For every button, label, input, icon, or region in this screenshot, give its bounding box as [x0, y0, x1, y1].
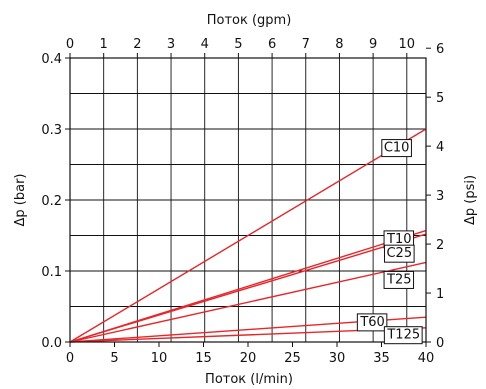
x-top-tick-label-3: 3 [167, 37, 175, 52]
x-top-tick-label-0: 0 [66, 37, 74, 52]
series-label-text-c25: C25 [386, 246, 412, 261]
series-label-text-t60: T60 [359, 315, 384, 330]
x-top-tick-label-10: 10 [399, 37, 416, 52]
x-axis-top-title: Поток (gpm) [207, 13, 292, 28]
series-label-text-t125: T125 [386, 328, 420, 343]
x-top-tick-label-8: 8 [335, 37, 343, 52]
y-right-tick-label-5: 5 [436, 91, 444, 106]
series-line-t25 [69, 261, 427, 343]
series-label-box-c25 [383, 244, 415, 263]
series-line-c25 [69, 233, 427, 343]
x-top-tick-label-2: 2 [133, 37, 141, 52]
series-label-t60: T60 [356, 313, 388, 332]
y-right-tick-label-3: 3 [436, 189, 444, 204]
y-right-tick-label-6: 6 [436, 42, 444, 57]
y-axis-left-title: Δp (bar) [13, 174, 28, 227]
x-bottom-tick-label-0: 0 [66, 351, 74, 366]
x-top-tick-label-7: 7 [302, 37, 310, 52]
series-label-t10: T10 [383, 230, 415, 249]
y-right-tick-label-1: 1 [436, 287, 444, 302]
series-label-text-t10: T10 [386, 232, 411, 247]
x-top-tick-label-4: 4 [201, 37, 209, 52]
x-top-tick-label-1: 1 [100, 37, 108, 52]
y-right-tick-label-0: 0 [436, 336, 444, 351]
x-axis-bottom-title: Поток (l/min) [205, 372, 293, 387]
x-top-tick-label-5: 5 [234, 37, 242, 52]
series-label-text-t25: T25 [386, 272, 411, 287]
x-bottom-tick-label-7: 35 [373, 351, 390, 366]
y-left-tick-label-0: 0.0 [41, 336, 62, 351]
y-left-tick-label-2: 0.2 [41, 194, 62, 209]
series-label-t25: T25 [383, 270, 415, 289]
y-left-tick-label-3: 0.3 [41, 123, 62, 138]
series-label-box-t60 [356, 313, 388, 332]
series-label-t125: T125 [383, 326, 423, 345]
axis-ticks: 0 5 10 15 20 25 30 35 400 1 2 3 4 5 6 7 8 9 100.00.10.20.3… [41, 37, 444, 366]
series-label-box-t125 [383, 326, 423, 345]
x-bottom-tick-label-8: 40 [418, 351, 435, 366]
series-label-box-t25 [383, 270, 415, 289]
x-bottom-tick-label-6: 30 [329, 351, 346, 366]
y-right-tick-label-4: 4 [436, 140, 444, 155]
y-left-tick-label-1: 0.1 [41, 265, 62, 280]
series-line-c10 [69, 128, 427, 343]
y-left-tick-label-4: 0.4 [41, 52, 62, 67]
series-label-box-c10 [381, 139, 412, 158]
series-label-c10: C10 [381, 139, 412, 158]
x-top-tick-label-9: 9 [369, 37, 377, 52]
series-label-text-c10: C10 [384, 141, 410, 156]
series-label-c25: C25 [383, 244, 415, 263]
x-bottom-tick-label-3: 15 [195, 351, 212, 366]
grid-lines [69, 58, 426, 342]
x-bottom-tick-label-4: 20 [240, 351, 257, 366]
x-bottom-tick-label-1: 5 [110, 351, 118, 366]
x-bottom-tick-label-2: 10 [151, 351, 168, 366]
x-bottom-tick-label-5: 25 [284, 351, 301, 366]
x-top-tick-label-6: 6 [268, 37, 276, 52]
y-axis-right-title: Δp (psi) [463, 175, 478, 225]
y-right-tick-label-2: 2 [436, 238, 444, 253]
